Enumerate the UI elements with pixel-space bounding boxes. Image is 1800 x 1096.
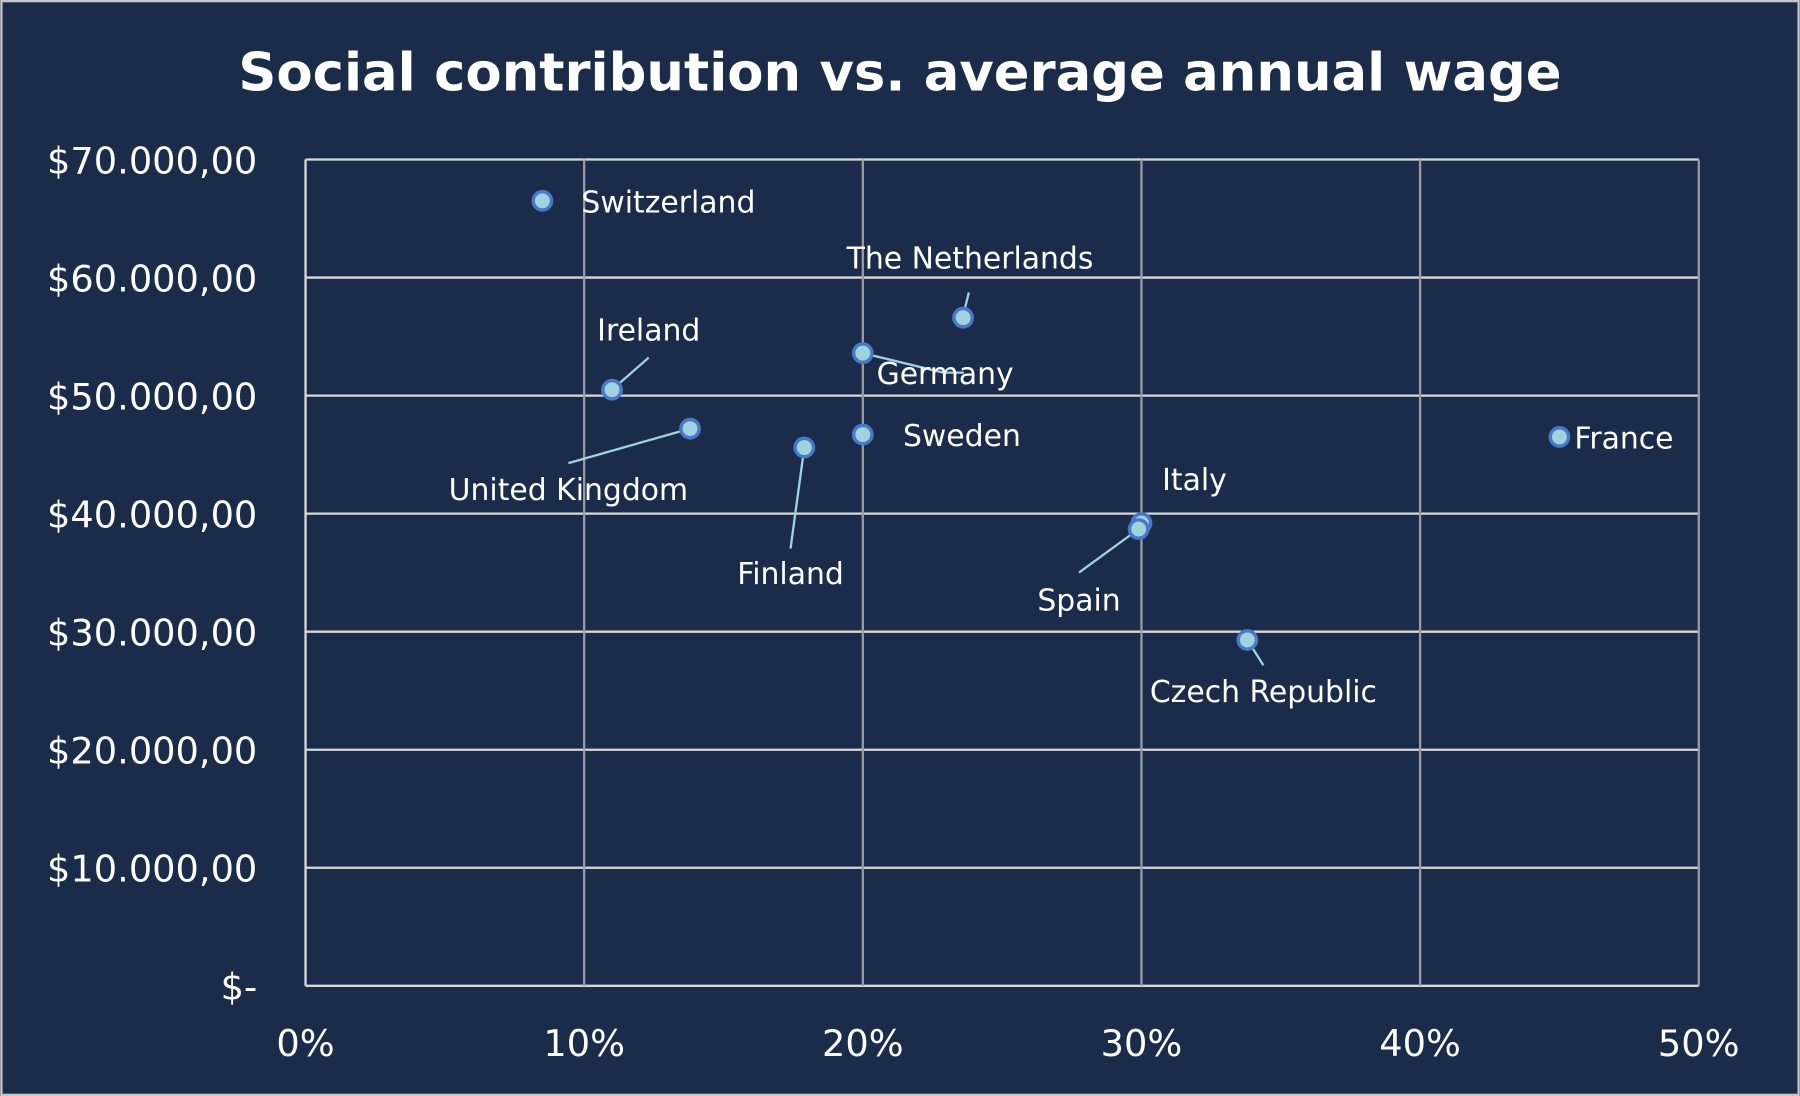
- leader-line: [1078, 528, 1140, 574]
- data-label: Switzerland: [581, 185, 755, 220]
- data-point: [793, 436, 816, 459]
- data-label: Finland: [737, 557, 844, 592]
- data-label: The Netherlands: [846, 241, 1094, 276]
- data-label: Italy: [1162, 463, 1227, 498]
- data-label: Ireland: [597, 313, 700, 348]
- data-point: [1236, 629, 1259, 651]
- data-point: [679, 417, 701, 440]
- x-tick-label: 0%: [276, 1022, 334, 1065]
- leader-line: [789, 447, 806, 549]
- y-tick-label: $20.000,00: [47, 730, 257, 773]
- data-point: [1548, 426, 1571, 448]
- x-axis-ticks: 0% 10% 20% 30% 40% 50%: [276, 1022, 1739, 1065]
- y-tick-label: $40.000,00: [47, 493, 257, 536]
- data-labels: Switzerland The Netherlands Germany Ireland…: [449, 185, 1674, 710]
- data-point: [851, 423, 874, 446]
- leader-line: [862, 351, 964, 374]
- chart-title: Social contribution vs. average annual w…: [238, 43, 1561, 104]
- data-label: Spain: [1037, 583, 1120, 618]
- x-tick-label: 40%: [1379, 1022, 1461, 1065]
- data-point: [952, 306, 975, 329]
- y-tick-label: $30.000,00: [47, 611, 257, 654]
- x-tick-label: 50%: [1658, 1022, 1740, 1065]
- x-tick-label: 30%: [1101, 1022, 1183, 1065]
- data-label: France: [1574, 421, 1673, 456]
- data-label: Czech Republic: [1150, 675, 1377, 710]
- x-tick-label: 10%: [543, 1022, 625, 1065]
- y-tick-label: $10.000,00: [47, 848, 257, 891]
- data-points: [531, 189, 1571, 651]
- data-label: Sweden: [903, 419, 1021, 454]
- data-point: [531, 189, 554, 212]
- x-tick-label: 20%: [822, 1022, 904, 1065]
- y-tick-label: $-: [221, 966, 258, 1009]
- y-tick-label: $70.000,00: [47, 139, 257, 182]
- data-point: [601, 378, 623, 401]
- leader-line: [568, 427, 691, 465]
- data-point: [1127, 518, 1150, 540]
- y-tick-label: $50.000,00: [47, 375, 257, 418]
- y-axis-ticks: $- $10.000,00 $20.000,00 $30.000,00 $40.000,…: [47, 139, 257, 1008]
- data-label: Germany: [877, 357, 1014, 392]
- data-label: United Kingdom: [449, 473, 688, 508]
- y-tick-label: $60.000,00: [47, 257, 257, 300]
- gridlines: [304, 158, 1700, 987]
- data-point: [851, 342, 874, 365]
